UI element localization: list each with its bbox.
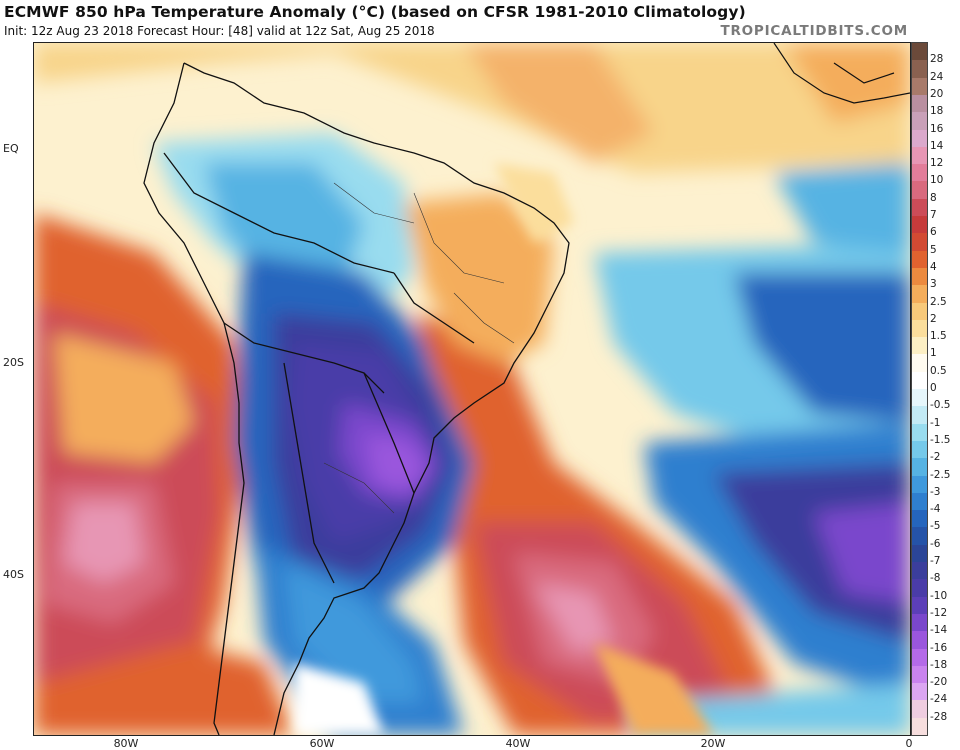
colorbar-label: 28	[930, 53, 944, 66]
colorbar-segment	[912, 527, 927, 546]
init-forecast-info: Init: 12z Aug 23 2018 Forecast Hour: [48…	[4, 24, 435, 38]
colorbar-segment	[912, 544, 927, 563]
colorbar-label: 6	[930, 226, 937, 239]
colorbar-segment	[912, 458, 927, 476]
colorbar-label: 8	[930, 191, 937, 204]
colorbar-segment	[912, 43, 927, 61]
colorbar-segment	[912, 60, 927, 79]
colorbar-label: -20	[930, 676, 948, 689]
colorbar-segment	[912, 302, 927, 321]
temperature-anomaly-map[interactable]	[33, 42, 911, 736]
colorbar-label: 24	[930, 70, 944, 83]
colorbar-label: -14	[930, 624, 948, 637]
colorbar-segment	[912, 475, 927, 494]
colorbar-segment	[912, 613, 927, 632]
colorbar-segment	[912, 216, 927, 234]
lon-label-20w: 20W	[700, 737, 726, 750]
colorbar-label: 20	[930, 87, 944, 100]
colorbar-segment	[912, 181, 927, 200]
colorbar-segment	[912, 440, 927, 459]
colorbar-label: 4	[930, 260, 937, 273]
colorbar-label: -12	[930, 606, 948, 619]
colorbar-label: 16	[930, 122, 944, 135]
colorbar-label: 5	[930, 243, 937, 256]
lon-label-40w: 40W	[505, 737, 531, 750]
colorbar-label: -24	[930, 693, 948, 706]
colorbar-label: 3	[930, 278, 937, 291]
colorbar-label: -2	[930, 451, 941, 464]
colorbar-label: 18	[930, 105, 944, 118]
colorbar-label: -4	[930, 503, 941, 516]
colorbar-label: 2	[930, 312, 937, 325]
colorbar-segment	[912, 94, 927, 113]
colorbar-label: -7	[930, 555, 941, 567]
colorbar-segment	[912, 112, 927, 130]
colorbar	[911, 42, 928, 736]
colorbar-label: -1.5	[930, 433, 951, 446]
colorbar-segment	[912, 371, 927, 390]
colorbar-segment	[912, 233, 927, 252]
colorbar-label: -3	[930, 485, 941, 498]
colorbar-segment	[912, 337, 927, 355]
lon-label-60w: 60W	[309, 737, 335, 750]
colorbar-segment	[912, 596, 927, 615]
colorbar-segment	[912, 77, 927, 96]
lat-label-40s: 40S	[3, 568, 24, 581]
colorbar-label: -0.5	[930, 399, 951, 412]
colorbar-segment	[912, 354, 927, 373]
colorbar-label: 7	[930, 209, 937, 221]
colorbar-segment	[912, 579, 927, 598]
colorbar-segment	[912, 492, 927, 511]
anomaly-field	[34, 43, 910, 735]
colorbar-label: 10	[930, 174, 944, 187]
lat-label-20s: 20S	[3, 356, 24, 369]
colorbar-label: 0	[930, 382, 937, 394]
colorbar-segment	[912, 423, 927, 442]
colorbar-segment	[912, 717, 927, 736]
colorbar-segment	[912, 129, 927, 148]
map-title: ECMWF 850 hPa Temperature Anomaly (°C) (…	[4, 3, 746, 21]
colorbar-label: -16	[930, 641, 948, 654]
colorbar-segment	[912, 250, 927, 269]
colorbar-label: 2.5	[930, 295, 947, 308]
colorbar-label: 12	[930, 157, 944, 170]
colorbar-segment	[912, 406, 927, 425]
colorbar-segment	[912, 389, 927, 407]
colorbar-segment	[912, 648, 927, 667]
africa-coastline	[773, 43, 910, 104]
colorbar-label: -28	[930, 710, 948, 723]
colorbar-segment	[912, 631, 927, 649]
source-credit: TROPICALTIDBITS.COM	[720, 23, 908, 39]
colorbar-label: -6	[930, 537, 941, 550]
colorbar-label: 1	[930, 347, 937, 360]
colorbar-segment	[912, 700, 927, 719]
lat-label-eq: EQ	[3, 142, 19, 155]
colorbar-segment	[912, 665, 927, 684]
colorbar-label: -10	[930, 589, 948, 602]
colorbar-segment	[912, 319, 927, 338]
colorbar-label: 0.5	[930, 364, 947, 377]
colorbar-label: -18	[930, 658, 948, 671]
colorbar-segment	[912, 510, 927, 528]
colorbar-segment	[912, 164, 927, 182]
colorbar-label: -8	[930, 572, 941, 585]
coastlines	[143, 62, 570, 735]
map-canvas	[34, 43, 910, 735]
colorbar-label: -1	[930, 416, 941, 429]
colorbar-segment	[912, 285, 927, 303]
colorbar-segment	[912, 267, 927, 286]
lon-label-80w: 80W	[113, 737, 139, 750]
colorbar-segment	[912, 198, 927, 217]
colorbar-label: 14	[930, 139, 944, 152]
colorbar-segment	[912, 683, 927, 701]
lon-label-0: 0	[905, 737, 913, 750]
colorbar-label: -5	[930, 520, 941, 533]
colorbar-segment	[912, 562, 927, 580]
colorbar-label: 1.5	[930, 330, 947, 343]
colorbar-segment	[912, 146, 927, 165]
colorbar-label: -2.5	[930, 468, 951, 481]
state-borders	[323, 182, 515, 514]
